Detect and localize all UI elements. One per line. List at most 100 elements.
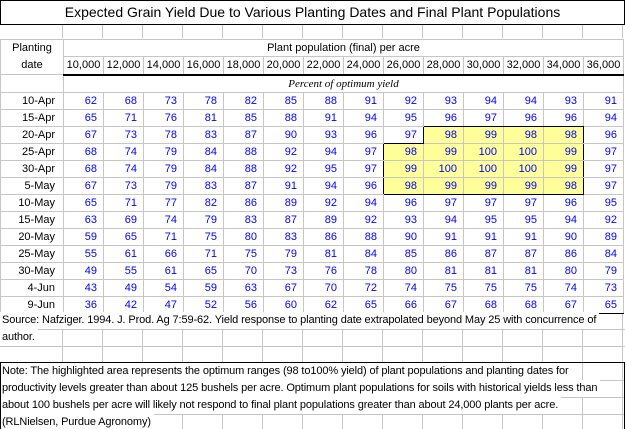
yield-cell[interactable]: 86 <box>303 227 344 246</box>
yield-cell[interactable]: 74 <box>383 278 424 297</box>
yield-cell[interactable]: 96 <box>343 125 384 144</box>
yield-cell[interactable]: 73 <box>583 278 624 297</box>
yield-cell[interactable]: 94 <box>463 91 504 110</box>
population-header-cell[interactable]: 22,000 <box>303 56 344 76</box>
yield-cell[interactable]: 98 <box>423 125 464 144</box>
yield-cell[interactable]: 62 <box>63 91 104 110</box>
yield-cell[interactable]: 92 <box>263 142 304 161</box>
yield-cell[interactable]: 96 <box>383 193 424 212</box>
yield-cell[interactable]: 80 <box>223 227 264 246</box>
population-header-cell[interactable]: 28,000 <box>423 56 464 76</box>
population-header-cell[interactable]: 12,000 <box>103 56 144 76</box>
date-cell[interactable]: 15-May <box>0 210 64 229</box>
yield-cell[interactable]: 81 <box>183 108 224 127</box>
yield-cell[interactable]: 96 <box>543 108 584 127</box>
yield-cell[interactable]: 56 <box>223 295 264 314</box>
yield-cell[interactable]: 88 <box>343 227 384 246</box>
yield-cell[interactable]: 98 <box>503 125 544 144</box>
yield-cell[interactable]: 88 <box>223 142 264 161</box>
yield-cell[interactable]: 100 <box>423 159 464 178</box>
yield-cell[interactable]: 83 <box>223 210 264 229</box>
yield-cell[interactable]: 76 <box>303 261 344 280</box>
yield-cell[interactable]: 94 <box>583 108 624 127</box>
yield-cell[interactable]: 94 <box>303 142 344 161</box>
yield-cell[interactable]: 68 <box>463 295 504 314</box>
yield-cell[interactable]: 68 <box>63 142 104 161</box>
yield-cell[interactable]: 75 <box>223 244 264 263</box>
yield-cell[interactable]: 93 <box>543 91 584 110</box>
yield-cell[interactable]: 92 <box>383 91 424 110</box>
yield-cell[interactable]: 66 <box>143 244 184 263</box>
yield-cell[interactable]: 92 <box>303 193 344 212</box>
yield-cell[interactable]: 90 <box>383 227 424 246</box>
yield-cell[interactable]: 97 <box>583 142 624 161</box>
yield-cell[interactable]: 100 <box>463 142 504 161</box>
yield-cell[interactable]: 78 <box>143 125 184 144</box>
population-header-cell[interactable]: 14,000 <box>143 56 184 76</box>
population-header-cell[interactable]: 36,000 <box>583 56 624 76</box>
yield-cell[interactable]: 94 <box>303 176 344 195</box>
yield-cell[interactable]: 99 <box>543 159 584 178</box>
yield-cell[interactable]: 77 <box>143 193 184 212</box>
yield-cell[interactable]: 99 <box>423 142 464 161</box>
yield-cell[interactable]: 99 <box>383 159 424 178</box>
yield-cell[interactable]: 99 <box>423 176 464 195</box>
population-header-span[interactable]: Plant population (final) per acre <box>63 38 624 58</box>
yield-cell[interactable]: 87 <box>223 176 264 195</box>
date-cell[interactable]: 10-Apr <box>0 91 64 110</box>
yield-cell[interactable]: 99 <box>463 176 504 195</box>
planting-date-header-cell[interactable]: Planting date <box>0 39 64 75</box>
yield-cell[interactable]: 63 <box>63 210 104 229</box>
yield-cell[interactable]: 97 <box>343 142 384 161</box>
yield-cell[interactable]: 97 <box>343 159 384 178</box>
yield-cell[interactable]: 81 <box>303 244 344 263</box>
yield-cell[interactable]: 69 <box>103 210 144 229</box>
yield-cell[interactable]: 86 <box>543 244 584 263</box>
yield-cell[interactable]: 82 <box>223 91 264 110</box>
yield-cell[interactable]: 88 <box>223 159 264 178</box>
yield-cell[interactable]: 100 <box>503 159 544 178</box>
yield-cell[interactable]: 99 <box>463 125 504 144</box>
yield-cell[interactable]: 67 <box>63 176 104 195</box>
date-cell[interactable]: 4-Jun <box>0 278 64 297</box>
yield-cell[interactable]: 89 <box>583 227 624 246</box>
yield-cell[interactable]: 85 <box>263 91 304 110</box>
yield-cell[interactable]: 87 <box>463 244 504 263</box>
yield-cell[interactable]: 49 <box>103 278 144 297</box>
yield-cell[interactable]: 75 <box>183 227 224 246</box>
yield-cell[interactable]: 96 <box>543 193 584 212</box>
yield-cell[interactable]: 42 <box>103 295 144 314</box>
yield-cell[interactable]: 54 <box>143 278 184 297</box>
yield-cell[interactable]: 98 <box>383 176 424 195</box>
yield-cell[interactable]: 84 <box>183 159 224 178</box>
yield-cell[interactable]: 80 <box>543 261 584 280</box>
yield-cell[interactable]: 70 <box>223 261 264 280</box>
yield-cell[interactable]: 79 <box>143 142 184 161</box>
yield-cell[interactable]: 74 <box>103 159 144 178</box>
yield-cell[interactable]: 73 <box>143 91 184 110</box>
yield-cell[interactable]: 65 <box>63 193 104 212</box>
yield-cell[interactable]: 92 <box>583 210 624 229</box>
yield-cell[interactable]: 68 <box>503 295 544 314</box>
yield-cell[interactable]: 87 <box>503 244 544 263</box>
yield-cell[interactable]: 94 <box>423 210 464 229</box>
yield-cell[interactable]: 62 <box>303 295 344 314</box>
yield-cell[interactable]: 91 <box>583 91 624 110</box>
yield-cell[interactable]: 74 <box>143 210 184 229</box>
yield-cell[interactable]: 59 <box>183 278 224 297</box>
yield-cell[interactable]: 60 <box>263 295 304 314</box>
percent-subheader-cell[interactable]: Percent of optimum yield <box>63 74 624 93</box>
yield-cell[interactable]: 73 <box>103 176 144 195</box>
yield-cell[interactable]: 84 <box>183 142 224 161</box>
date-cell[interactable]: 15-Apr <box>0 108 64 127</box>
yield-cell[interactable]: 68 <box>63 159 104 178</box>
yield-cell[interactable]: 85 <box>383 244 424 263</box>
yield-cell[interactable]: 73 <box>103 125 144 144</box>
yield-cell[interactable]: 83 <box>263 227 304 246</box>
yield-cell[interactable]: 75 <box>503 278 544 297</box>
yield-cell[interactable]: 97 <box>423 193 464 212</box>
yield-cell[interactable]: 97 <box>463 108 504 127</box>
yield-cell[interactable]: 73 <box>263 261 304 280</box>
date-cell[interactable]: 20-May <box>0 227 64 246</box>
yield-cell[interactable]: 90 <box>543 227 584 246</box>
